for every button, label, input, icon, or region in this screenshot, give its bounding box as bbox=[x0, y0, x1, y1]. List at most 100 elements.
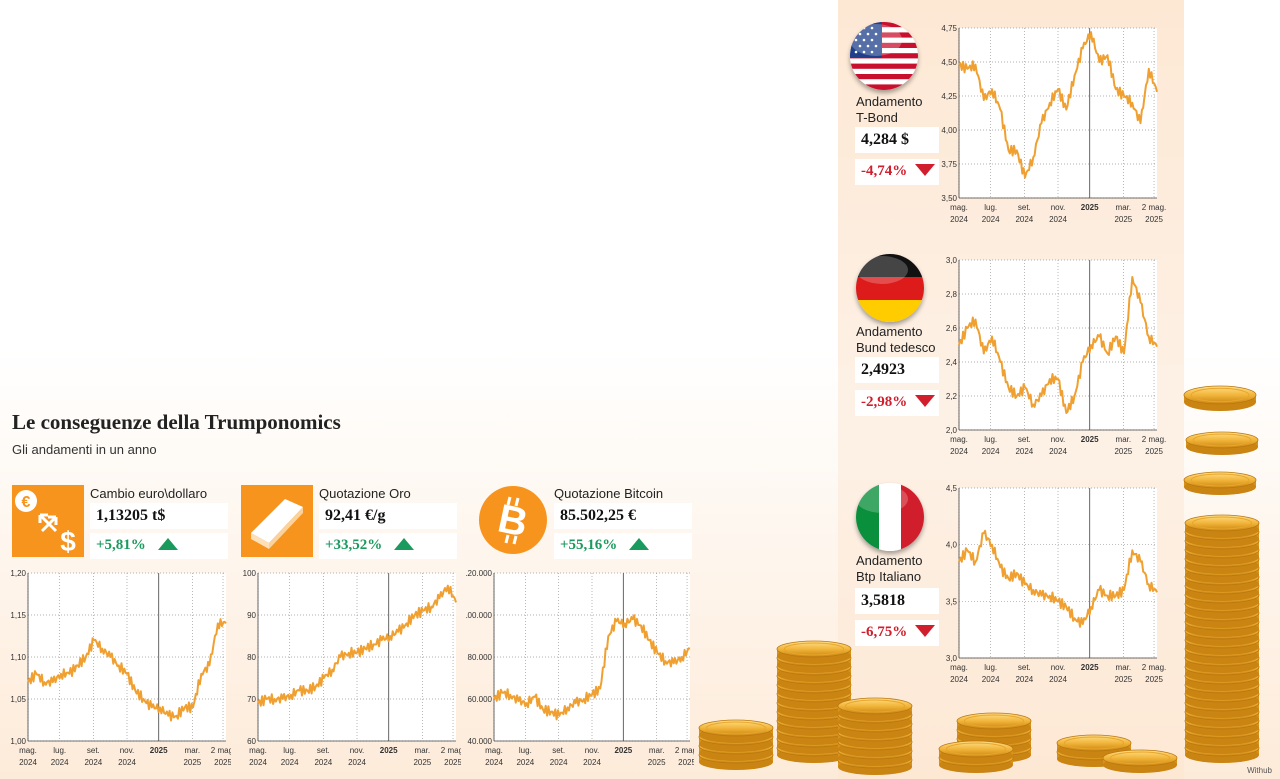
series-line bbox=[958, 529, 1158, 628]
x-tick-label: mag. bbox=[950, 435, 968, 444]
y-tick-label: 4,75 bbox=[941, 24, 957, 33]
credit-label: Withub bbox=[1247, 766, 1272, 775]
x-tick-label: 2024 bbox=[281, 758, 299, 767]
up-arrow-icon bbox=[629, 538, 650, 550]
gold-label: Quotazione Oro bbox=[319, 486, 411, 501]
x-tick-label: 2024 bbox=[314, 758, 332, 767]
y-tick-label: 70 bbox=[247, 695, 256, 704]
btc-change-value: +55,16% bbox=[560, 537, 618, 553]
bund-change-value: -2,98% bbox=[861, 394, 908, 410]
y-tick-label: 1,20 bbox=[10, 569, 26, 578]
coin-rim bbox=[1109, 751, 1171, 765]
btc-label: Quotazione Bitcoin bbox=[554, 486, 664, 501]
x-tick-label: lug. bbox=[53, 746, 66, 755]
x-tick-label: 2024 bbox=[84, 758, 102, 767]
series-line bbox=[958, 276, 1158, 414]
y-tick-label: 90 bbox=[247, 611, 256, 620]
tbond-label-line2: T-Bond bbox=[856, 110, 898, 125]
series-line bbox=[958, 31, 1158, 179]
y-tick-label: 3,50 bbox=[941, 194, 957, 203]
x-tick-label: 2024 bbox=[1015, 675, 1033, 684]
x-tick-label: 2025 bbox=[380, 746, 398, 755]
btp-chart: 3,0 3,5 4,0 4,5 mag. 2024 lug. 2024 set. 2024 nov.… bbox=[946, 484, 1166, 684]
x-tick-label: 2025 bbox=[1145, 215, 1163, 224]
y-tick-label: 80 bbox=[247, 653, 256, 662]
y-tick-label: 100.000 bbox=[466, 611, 493, 620]
x-tick-label: 2024 bbox=[583, 758, 601, 767]
x-tick-label: nov. bbox=[1051, 435, 1066, 444]
coin-face bbox=[1183, 385, 1257, 405]
x-tick-label: lug. bbox=[519, 746, 532, 755]
x-tick-label: mag. bbox=[19, 746, 37, 755]
y-tick-label: 80.000 bbox=[468, 653, 493, 662]
x-tick-label: 2025 bbox=[1114, 215, 1132, 224]
x-tick-label: 2025 bbox=[183, 758, 201, 767]
svg-text:$: $ bbox=[60, 526, 76, 557]
x-tick-label: 2025 bbox=[1145, 447, 1163, 456]
coin-face bbox=[837, 697, 913, 715]
svg-text:€: € bbox=[22, 494, 31, 511]
y-tick-label: 1,15 bbox=[10, 611, 26, 620]
usa-flag-icon bbox=[850, 22, 918, 90]
x-tick-label: 2024 bbox=[118, 758, 136, 767]
btp-label: Andamento Btp Italiano bbox=[856, 553, 923, 585]
tbond-label-line1: Andamento bbox=[856, 94, 923, 109]
x-tick-label: mar. bbox=[1116, 663, 1132, 672]
coin-rim bbox=[963, 714, 1025, 728]
y-tick-label: 120.000 bbox=[466, 569, 493, 578]
coin-face bbox=[1184, 514, 1260, 532]
tbond-change-value: -4,74% bbox=[861, 163, 908, 179]
coin-face bbox=[776, 640, 852, 658]
x-tick-label: 2024 bbox=[1049, 447, 1067, 456]
down-arrow-icon bbox=[915, 395, 936, 407]
x-tick-label: 2024 bbox=[19, 758, 37, 767]
up-arrow-icon bbox=[394, 538, 415, 550]
x-tick-label: mag. bbox=[950, 663, 968, 672]
gold-change: +33,52% bbox=[319, 533, 457, 559]
x-tick-label: mag. bbox=[249, 746, 267, 755]
eurusd-label: Cambio euro\dollaro bbox=[90, 486, 208, 501]
y-tick-label: 60.000 bbox=[468, 695, 493, 704]
x-tick-label: 2024 bbox=[348, 758, 366, 767]
eurusd-change: +5,81% bbox=[90, 533, 228, 559]
y-tick-label: 40.000 bbox=[468, 737, 493, 746]
x-tick-label: 2024 bbox=[1015, 447, 1033, 456]
btp-label-line2: Btp Italiano bbox=[856, 569, 922, 584]
x-tick-label: 2025 bbox=[1081, 203, 1099, 212]
eurusd-value: 1,13205 t$ bbox=[90, 503, 228, 529]
x-tick-label: 2024 bbox=[550, 758, 568, 767]
x-tick-label: 2025 bbox=[614, 746, 632, 755]
y-tick-label: 3,5 bbox=[946, 597, 958, 606]
coin-rim bbox=[945, 742, 1007, 756]
x-tick-label: 2025 bbox=[413, 758, 431, 767]
x-tick-label: 2025 bbox=[150, 746, 168, 755]
x-tick-label: 2024 bbox=[982, 447, 1000, 456]
y-tick-label: 4,5 bbox=[946, 484, 958, 493]
coin-rim bbox=[783, 642, 845, 656]
x-tick-label: 2024 bbox=[1049, 215, 1067, 224]
coin-rim bbox=[1192, 433, 1252, 447]
x-tick-label: 2024 bbox=[1015, 215, 1033, 224]
series-line bbox=[27, 618, 227, 722]
bitcoin-icon: B bbox=[478, 485, 550, 557]
x-tick-label: lug. bbox=[984, 435, 997, 444]
x-tick-label: mar. bbox=[185, 746, 201, 755]
btp-change-value: -6,75% bbox=[861, 624, 908, 640]
x-tick-label: 2024 bbox=[51, 758, 69, 767]
x-tick-label: 2 mag. bbox=[211, 746, 231, 755]
x-tick-label: set. bbox=[317, 746, 330, 755]
y-tick-label: 3,75 bbox=[941, 160, 957, 169]
x-tick-label: 2025 bbox=[1114, 447, 1132, 456]
x-tick-label: 2 mag. bbox=[1142, 663, 1166, 672]
bund-value: 2,4923 bbox=[855, 357, 939, 383]
x-tick-label: nov. bbox=[350, 746, 365, 755]
coin-face bbox=[956, 712, 1032, 730]
y-tick-label: 4,50 bbox=[941, 58, 957, 67]
x-tick-label: 2024 bbox=[1049, 675, 1067, 684]
coin-face bbox=[1102, 749, 1178, 767]
x-tick-label: lug. bbox=[984, 203, 997, 212]
coin-face bbox=[698, 719, 774, 737]
x-tick-label: 2 mag. bbox=[441, 746, 461, 755]
coin-face bbox=[1056, 734, 1132, 752]
